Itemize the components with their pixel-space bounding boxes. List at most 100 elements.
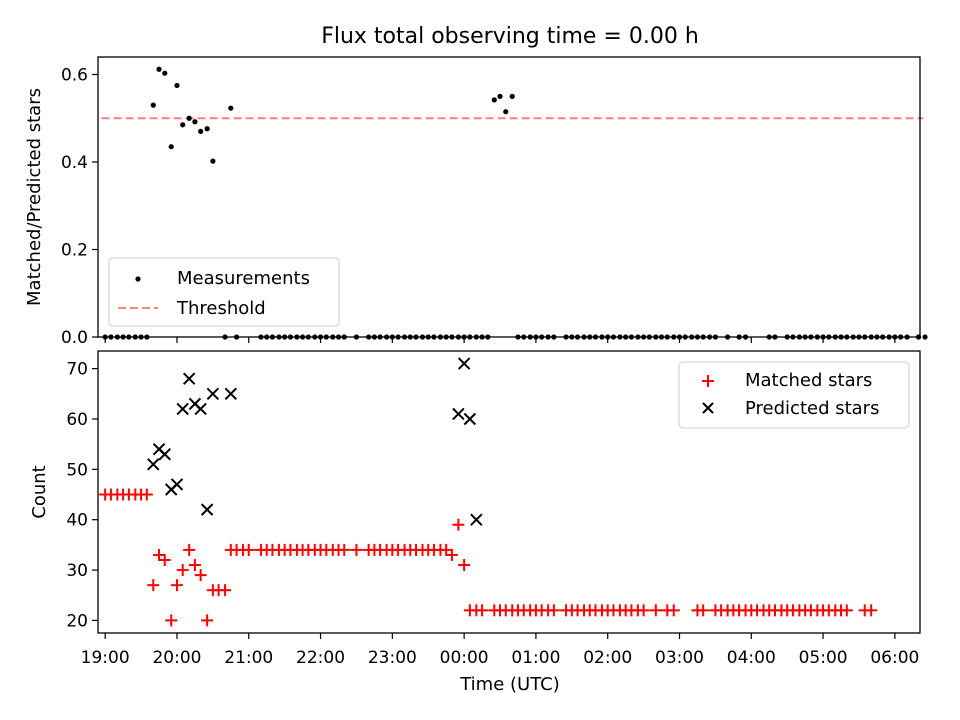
matched-star-point (350, 543, 363, 556)
measurement-point (156, 66, 162, 72)
bottom-y-tick-label: 40 (66, 511, 88, 531)
bottom-legend: Matched stars Predicted stars (678, 361, 910, 429)
measurement-point (186, 115, 192, 121)
top-y-axis-label: Matched/Predicted stars (24, 88, 45, 306)
x-tick-label: 05:00 (799, 648, 848, 668)
matched-star-point (170, 579, 183, 592)
x-tick-label: 21:00 (224, 648, 273, 668)
x-tick-label: 03:00 (655, 648, 704, 668)
measurement-point (174, 82, 180, 89)
matched-star-point (147, 579, 160, 592)
measurement-point (180, 122, 186, 128)
matched-star-point (440, 543, 453, 556)
bottom-y-axis-label: Count (29, 465, 50, 518)
predicted-star-point (200, 503, 214, 516)
predicted-star-point (457, 357, 471, 370)
matched-star-point (637, 604, 650, 617)
matched-star-point (667, 604, 680, 617)
x-tick-label: 01:00 (511, 648, 560, 668)
matched-star-point (188, 559, 201, 572)
matched-star-point (476, 604, 489, 617)
measurement-point (922, 334, 928, 340)
measurement-point (198, 128, 204, 134)
measurement-point (503, 109, 509, 115)
matched-star-point (165, 614, 178, 627)
top-axes: 0.0 0.2 0.4 0.6 (61, 66, 896, 348)
matched-star-point (242, 543, 255, 556)
matched-star-point (458, 559, 471, 572)
legend-measurements-marker (135, 276, 141, 282)
predicted-star-point (452, 407, 465, 421)
bottom-y-tick-label: 70 (66, 360, 88, 380)
x-tick-label: 20:00 (152, 648, 201, 668)
matched-star-point (649, 604, 662, 617)
top-y-tick-label: 0.2 (61, 241, 88, 261)
predicted-star-point (147, 458, 160, 471)
matched-star-point (201, 614, 214, 627)
legend-matched-label: Matched stars (745, 370, 872, 391)
x-tick-label: 02:00 (583, 648, 632, 668)
x-tick-label: 04:00 (727, 648, 776, 668)
bottom-plot-marks (99, 357, 878, 627)
matched-star-point (547, 604, 560, 617)
measurement-point (210, 158, 216, 164)
matched-star-point (452, 518, 465, 531)
measurement-point (497, 93, 503, 99)
predicted-star-point (158, 448, 171, 461)
measurement-point (491, 97, 497, 103)
x-tick-label: 22:00 (296, 648, 345, 668)
matched-star-point (176, 564, 189, 577)
matched-star-point (840, 604, 853, 617)
predicted-star-point (176, 402, 189, 416)
predicted-star-point (463, 412, 477, 426)
matched-star-point (865, 604, 878, 617)
matched-star-point (158, 553, 171, 566)
measurement-point (168, 144, 174, 150)
x-tick-label: 06:00 (870, 648, 919, 668)
matched-star-point (194, 569, 207, 582)
matched-star-point (153, 548, 166, 561)
measurement-point (150, 102, 156, 108)
x-tick-label: 23:00 (368, 648, 417, 668)
measurement-point (228, 105, 234, 111)
legend-matched-marker (702, 375, 714, 387)
predicted-star-point (182, 372, 196, 385)
matched-star-point (219, 584, 232, 597)
predicted-star-point (194, 402, 207, 416)
legend-predicted-label: Predicted stars (745, 398, 879, 419)
matched-star-point (183, 543, 196, 556)
predicted-star-point (170, 478, 184, 491)
x-tick-label: 19:00 (81, 648, 130, 668)
matched-star-point (445, 548, 458, 561)
measurement-point (204, 126, 210, 132)
top-legend: Measurements Threshold (108, 257, 340, 327)
bottom-plot-frame (97, 350, 921, 634)
bottom-y-tick-label: 30 (66, 561, 88, 581)
bottom-legend-box (678, 361, 910, 429)
top-y-tick-label: 0.6 (61, 66, 88, 86)
bottom-y-tick-label: 60 (66, 410, 88, 430)
predicted-star-point (470, 513, 483, 526)
top-y-tick-label: 0.0 (61, 328, 88, 348)
top-plot-frame (97, 56, 921, 338)
top-legend-box (108, 257, 340, 327)
legend-measurements-label: Measurements (177, 268, 310, 289)
predicted-star-point (206, 387, 220, 401)
top-y-tick-label: 0.4 (61, 153, 88, 173)
x-tick-label: 00:00 (440, 648, 489, 668)
bottom-y-tick-label: 20 (66, 611, 88, 631)
measurement-point (509, 93, 515, 99)
matched-star-point (338, 543, 351, 556)
legend-threshold-label: Threshold (176, 298, 266, 319)
predicted-star-point (224, 387, 238, 401)
bottom-axes: 20 30 40 50 60 70 19:00 20:00 21:00 22:00 23:00 00:… (66, 360, 919, 668)
legend-predicted-marker (702, 402, 714, 414)
matched-star-point (140, 488, 153, 501)
measurement-point (192, 119, 198, 125)
chart-title: Flux total observing time = 0.00 h (321, 24, 699, 49)
matched-star-point (697, 604, 710, 617)
x-axis-label: Time (UTC) (459, 674, 560, 695)
bottom-y-tick-label: 50 (66, 460, 88, 480)
